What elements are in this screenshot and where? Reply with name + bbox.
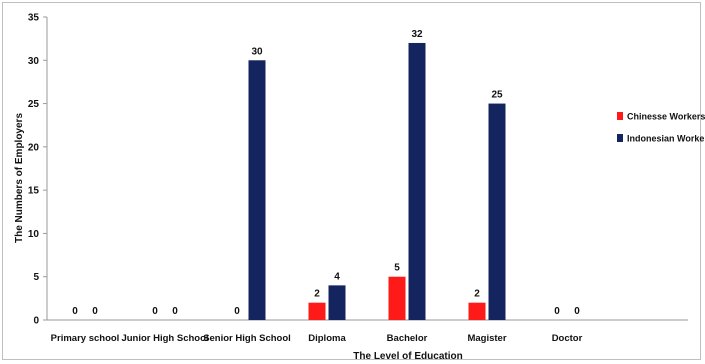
y-axis-title: The Numbers of Employers: [14, 113, 25, 243]
y-tick-label: 10: [28, 229, 40, 240]
bar-indonesian: [488, 103, 506, 320]
y-tick-label: 0: [33, 316, 39, 327]
x-axis-title: The Level of Education: [353, 351, 462, 362]
data-label: 0: [92, 306, 98, 317]
data-labels: 0 0 0 0 0 30 2 4 5 32 2 25 0 0: [72, 29, 580, 317]
legend: Chinesse Workers Indonesian Workers: [617, 112, 705, 144]
data-label: 4: [334, 271, 340, 282]
figure-border: [2, 2, 701, 360]
x-tick-label: Bachelor: [387, 333, 428, 344]
legend-label: Chinesse Workers: [627, 112, 705, 122]
y-tick-label: 35: [28, 13, 40, 24]
bar-series: [248, 42, 506, 321]
legend-swatch: [617, 134, 623, 142]
data-label: 32: [411, 29, 423, 40]
x-tick-label: Primary school: [51, 333, 120, 344]
y-tick-label: 20: [28, 142, 40, 153]
legend-label: Indonesian Workers: [627, 134, 705, 144]
data-label: 0: [172, 306, 178, 317]
y-axis-ticks: 0 5 10 15 20 25 30 35: [28, 13, 47, 327]
data-label: 2: [314, 289, 320, 300]
data-label: 0: [574, 306, 580, 317]
data-label: 0: [152, 306, 158, 317]
data-label: 2: [474, 289, 480, 300]
bar-indonesian: [248, 60, 266, 321]
data-label: 0: [554, 306, 560, 317]
y-tick-label: 5: [33, 272, 39, 283]
y-tick-label: 15: [28, 186, 40, 197]
x-tick-label: Magister: [467, 333, 506, 344]
bar-indonesian: [408, 42, 426, 320]
y-tick-label: 25: [28, 99, 40, 110]
x-tick-label: Junior High School: [121, 333, 208, 344]
x-tick-label: Diploma: [308, 333, 346, 344]
data-label: 5: [394, 263, 400, 274]
data-label: 25: [491, 90, 503, 101]
data-label: 30: [251, 46, 263, 57]
legend-swatch: [617, 112, 623, 120]
y-tick-label: 30: [28, 56, 40, 67]
data-label: 0: [234, 306, 240, 317]
bar-chinese: [468, 302, 486, 320]
bar-chinese: [308, 302, 326, 320]
data-label: 0: [72, 306, 78, 317]
bar-chinese: [388, 276, 406, 320]
x-tick-label: Doctor: [552, 333, 583, 344]
bar-indonesian: [328, 285, 346, 320]
x-tick-label: Senior High School: [203, 333, 291, 344]
